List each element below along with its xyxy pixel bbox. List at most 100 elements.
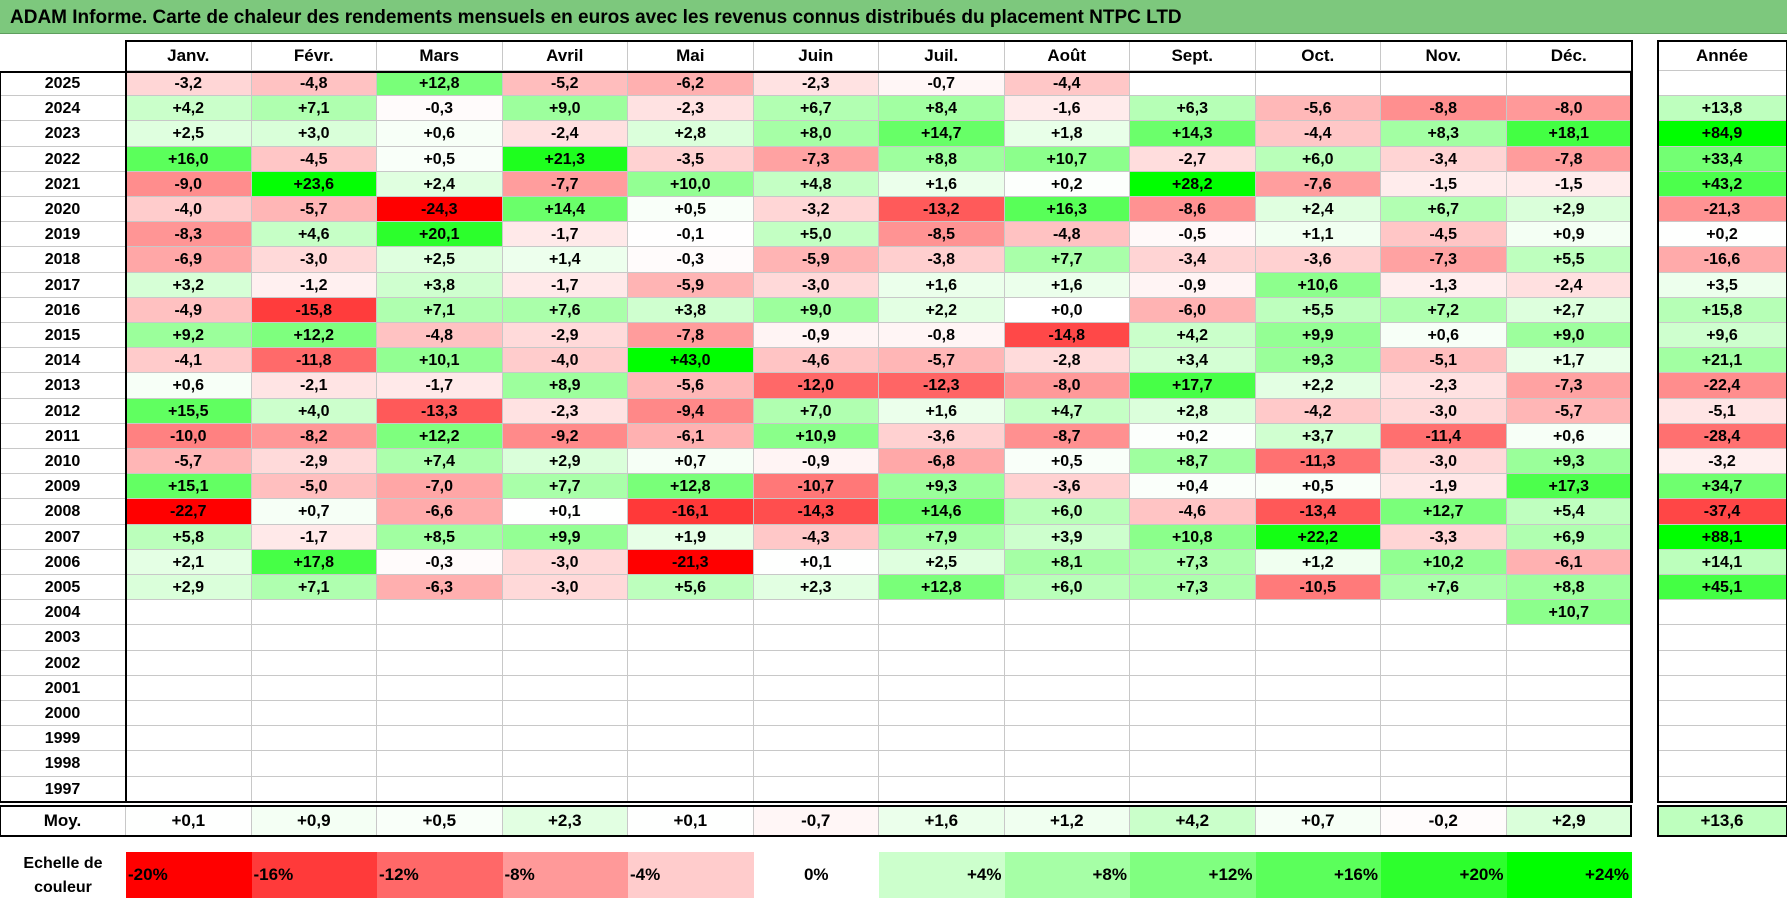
heatmap-cell: -6,8 xyxy=(879,449,1005,475)
heatmap-cell: +9,9 xyxy=(502,524,628,550)
heatmap-cell: +10,7 xyxy=(1506,600,1632,626)
heatmap-cell xyxy=(126,701,252,727)
heatmap-cell: +1,8 xyxy=(1004,121,1130,147)
heatmap-cell xyxy=(251,726,377,752)
heatmap-cell: +0,5 xyxy=(377,146,503,172)
heatmap-cell: -7,3 xyxy=(1381,247,1507,273)
heatmap-cell: -2,9 xyxy=(251,449,377,475)
heatmap-cell xyxy=(1004,600,1130,626)
heatmap-cell: +0,5 xyxy=(628,197,754,223)
annual-cell: +33,4 xyxy=(1658,146,1787,172)
heatmap-cell: +9,3 xyxy=(879,474,1005,500)
annual-cell: -28,4 xyxy=(1658,423,1787,449)
heatmap-cell xyxy=(1506,751,1632,777)
annual-cell xyxy=(1658,71,1787,97)
heatmap-cell xyxy=(1130,600,1256,626)
heatmap-cell: +0,6 xyxy=(1506,423,1632,449)
heatmap-cell: -2,8 xyxy=(1004,348,1130,374)
heatmap-cell: +5,0 xyxy=(753,222,879,248)
heatmap-cell: +2,2 xyxy=(879,297,1005,323)
heatmap-cell xyxy=(879,625,1005,651)
heatmap-cell: -3,0 xyxy=(1381,449,1507,475)
heatmap-cell: -2,9 xyxy=(502,323,628,349)
heatmap-cell: -4,4 xyxy=(1255,121,1381,147)
heatmap-cell: +0,9 xyxy=(1506,222,1632,248)
scale-swatch: +24% xyxy=(1506,852,1632,898)
heatmap-cell: -7,7 xyxy=(502,171,628,197)
heatmap-cell: +2,3 xyxy=(753,575,879,601)
heatmap-cell xyxy=(251,751,377,777)
heatmap-cell: +0,7 xyxy=(251,499,377,525)
heatmap-cell: +1,2 xyxy=(1255,549,1381,575)
scale-swatch: -8% xyxy=(502,852,628,898)
heatmap-cell xyxy=(502,650,628,676)
heatmap-cell: +10,8 xyxy=(1130,524,1256,550)
heatmap-cell: -14,3 xyxy=(753,499,879,525)
annual-average-cell: +13,6 xyxy=(1658,805,1787,836)
heatmap-cell xyxy=(1506,776,1632,802)
heatmap-cell: -8,0 xyxy=(1506,96,1632,122)
heatmap-cell: -4,9 xyxy=(126,297,252,323)
annual-cell xyxy=(1658,751,1787,777)
heatmap-cell: -5,7 xyxy=(126,449,252,475)
heatmap-cell xyxy=(879,675,1005,701)
heatmap-cell: -5,6 xyxy=(1255,96,1381,122)
heatmap-cell: -1,7 xyxy=(502,222,628,248)
heatmap-cell: +8,0 xyxy=(753,121,879,147)
heatmap-cell: +1,4 xyxy=(502,247,628,273)
heatmap-cell: -0,8 xyxy=(879,323,1005,349)
heatmap-cell: -10,7 xyxy=(753,474,879,500)
heatmap-cell: +5,5 xyxy=(1506,247,1632,273)
heatmap-cell: -4,5 xyxy=(251,146,377,172)
scale-swatch: +12% xyxy=(1130,852,1256,898)
heatmap-cell xyxy=(628,675,754,701)
annual-header: Année xyxy=(1658,41,1787,71)
heatmap-cell: -1,5 xyxy=(1381,171,1507,197)
heatmap-cell xyxy=(377,726,503,752)
heatmap-cell: +7,1 xyxy=(377,297,503,323)
heatmap-cell xyxy=(1381,751,1507,777)
heatmap-cell: -4,2 xyxy=(1255,398,1381,424)
heatmap-cell: +8,4 xyxy=(879,96,1005,122)
heatmap-cell: -13,4 xyxy=(1255,499,1381,525)
heatmap-cell: +1,6 xyxy=(1004,272,1130,298)
heatmap-cell xyxy=(1130,701,1256,727)
heatmap-cell: -7,0 xyxy=(377,474,503,500)
heatmap-cell: -5,7 xyxy=(879,348,1005,374)
year-label: 2013 xyxy=(0,373,126,399)
heatmap-cell: +10,2 xyxy=(1381,549,1507,575)
heatmap-cell: -22,7 xyxy=(126,499,252,525)
heatmap-cell: +9,0 xyxy=(1506,323,1632,349)
heatmap-cell: -5,1 xyxy=(1381,348,1507,374)
heatmap-cell xyxy=(879,726,1005,752)
heatmap-cell xyxy=(753,600,879,626)
year-label: 2000 xyxy=(0,701,126,727)
heatmap-cell: +3,8 xyxy=(377,272,503,298)
heatmap-cell: -3,5 xyxy=(628,146,754,172)
average-label: Moy. xyxy=(0,805,126,836)
heatmap-cell: +10,1 xyxy=(377,348,503,374)
scale-swatch: -16% xyxy=(251,852,377,898)
heatmap-cell xyxy=(1381,776,1507,802)
heatmap-cell: +9,2 xyxy=(126,323,252,349)
heatmap-cell: -2,4 xyxy=(502,121,628,147)
heatmap-cell xyxy=(1381,675,1507,701)
heatmap-cell: -4,8 xyxy=(1004,222,1130,248)
heatmap-cell: -2,4 xyxy=(1506,272,1632,298)
year-label: 2021 xyxy=(0,171,126,197)
heatmap-cell: +9,3 xyxy=(1506,449,1632,475)
heatmap-cell xyxy=(377,600,503,626)
heatmap-cell: -5,2 xyxy=(502,71,628,97)
heatmap-cell: +15,5 xyxy=(126,398,252,424)
heatmap-cell: +17,7 xyxy=(1130,373,1256,399)
heatmap-cell: +22,2 xyxy=(1255,524,1381,550)
year-label: 2008 xyxy=(0,499,126,525)
heatmap-cell xyxy=(251,625,377,651)
heatmap-cell: -21,3 xyxy=(628,549,754,575)
heatmap-cell xyxy=(251,701,377,727)
heatmap-cell: +8,3 xyxy=(1381,121,1507,147)
heatmap-cell xyxy=(1255,776,1381,802)
heatmap-cell xyxy=(377,751,503,777)
heatmap-cell: -3,6 xyxy=(1255,247,1381,273)
year-label: 2003 xyxy=(0,625,126,651)
